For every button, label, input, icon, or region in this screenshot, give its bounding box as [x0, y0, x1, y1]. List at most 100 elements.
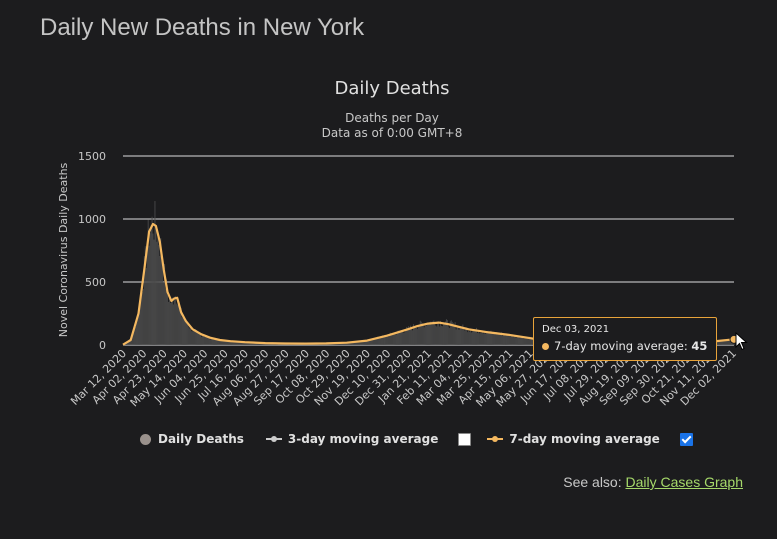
daily-deaths-bar	[158, 244, 160, 345]
daily-deaths-bar	[142, 289, 144, 345]
tooltip-label: 7-day moving average:	[554, 339, 688, 353]
daily-deaths-bar	[460, 328, 462, 345]
tooltip-dot-icon	[542, 343, 549, 350]
daily-deaths-bar	[721, 340, 723, 345]
daily-deaths-bar	[180, 307, 182, 345]
daily-deaths-bar	[366, 339, 368, 345]
daily-deaths-bar	[488, 332, 490, 345]
daily-deaths-bar	[341, 342, 343, 345]
daily-deaths-bar	[372, 340, 374, 345]
daily-deaths-bar	[212, 338, 214, 345]
daily-deaths-bar	[196, 329, 198, 345]
daily-deaths-bar	[384, 335, 386, 345]
daily-deaths-bar	[510, 335, 512, 345]
daily-deaths-bar	[459, 325, 461, 345]
daily-deaths-bar	[227, 340, 229, 345]
daily-deaths-bar	[530, 337, 532, 345]
daily-deaths-bar	[455, 329, 457, 345]
daily-deaths-bar	[491, 331, 493, 345]
daily-deaths-bar	[365, 340, 367, 345]
daily-deaths-bar	[230, 341, 231, 345]
daily-deaths-bar	[392, 334, 394, 345]
daily-deaths-bar	[181, 317, 183, 345]
daily-deaths-bar	[423, 327, 425, 345]
daily-deaths-bar	[160, 238, 162, 345]
daily-deaths-bar	[170, 299, 172, 345]
daily-deaths-bar	[383, 335, 385, 345]
daily-deaths-bar	[433, 320, 435, 345]
daily-deaths-bar	[345, 343, 347, 345]
daily-deaths-bar	[126, 342, 128, 345]
daily-deaths-bar	[143, 256, 145, 345]
daily-deaths-bar	[718, 340, 719, 345]
ma3-checkbox[interactable]	[458, 432, 472, 446]
daily-deaths-bar	[383, 336, 384, 345]
daily-deaths-bar	[162, 267, 164, 345]
daily-deaths-bar	[157, 231, 159, 345]
daily-deaths-bar	[395, 334, 397, 345]
daily-deaths-bar	[443, 324, 444, 345]
ma7-checkbox[interactable]	[679, 432, 693, 446]
daily-deaths-bar	[178, 301, 180, 345]
daily-deaths-bar	[153, 239, 155, 345]
daily-deaths-bar	[508, 334, 510, 345]
line-marker-icon	[265, 434, 282, 444]
legend-item-ma7[interactable]: 7-day moving average	[487, 432, 660, 446]
daily-deaths-bar	[509, 336, 511, 345]
daily-deaths-bar	[431, 324, 433, 345]
y-axis-label: Novel Coronavirus Daily Deaths	[57, 162, 70, 337]
legend-item-daily-deaths[interactable]: Daily Deaths	[140, 432, 244, 446]
daily-deaths-bar	[343, 342, 345, 345]
daily-deaths-bar	[255, 342, 257, 345]
daily-deaths-bar	[350, 342, 352, 345]
daily-deaths-bar	[248, 342, 250, 345]
daily-deaths-bar	[410, 325, 412, 345]
daily-deaths-bar	[137, 319, 138, 345]
daily-deaths-bar	[374, 339, 376, 345]
daily-deaths-bar	[138, 311, 139, 345]
daily-deaths-bar	[522, 336, 524, 345]
daily-deaths-bar	[194, 328, 196, 345]
daily-deaths-bar	[223, 341, 225, 345]
daily-deaths-bar	[175, 303, 177, 345]
daily-deaths-bar	[506, 333, 508, 345]
chart-title: Daily Deaths	[334, 78, 449, 99]
daily-deaths-bar	[367, 339, 369, 345]
daily-deaths-bar	[495, 334, 497, 345]
daily-deaths-bar	[419, 320, 421, 345]
daily-deaths-bar	[241, 342, 243, 345]
daily-deaths-bar	[360, 341, 362, 345]
daily-deaths-bar	[218, 340, 220, 345]
daily-deaths-bar	[171, 297, 173, 345]
line-marker-icon	[487, 434, 504, 444]
daily-deaths-bar	[231, 341, 232, 345]
daily-deaths-bar	[232, 342, 234, 345]
legend-item-ma3[interactable]: 3-day moving average	[265, 432, 438, 446]
daily-deaths-bar	[402, 331, 404, 345]
daily-deaths-bar	[208, 336, 210, 345]
daily-deaths-bar	[502, 335, 504, 345]
daily-deaths-bar	[271, 343, 273, 345]
y-tick-label: 1500	[78, 150, 106, 163]
daily-deaths-bar	[490, 330, 492, 345]
daily-cases-graph-link[interactable]: Daily Cases Graph	[625, 474, 744, 490]
daily-deaths-bar	[228, 340, 229, 345]
daily-deaths-bar	[479, 333, 481, 345]
daily-deaths-bar	[172, 304, 174, 345]
daily-deaths-bar	[191, 331, 193, 345]
daily-deaths-bar	[454, 322, 456, 345]
daily-deaths-bar	[512, 337, 514, 345]
daily-deaths-bar	[144, 246, 146, 345]
daily-deaths-bar	[497, 334, 499, 345]
daily-deaths-bar	[414, 328, 416, 345]
daily-deaths-bar	[152, 233, 154, 345]
daily-deaths-bar	[348, 342, 350, 345]
daily-deaths-bar	[352, 342, 353, 345]
daily-deaths-bar	[444, 323, 445, 345]
daily-deaths-bar	[200, 336, 202, 345]
daily-deaths-bar	[397, 330, 399, 345]
daily-deaths-bar	[399, 331, 401, 345]
daily-deaths-bar	[517, 335, 519, 345]
daily-deaths-bar	[217, 339, 219, 345]
daily-deaths-bar	[728, 339, 730, 345]
